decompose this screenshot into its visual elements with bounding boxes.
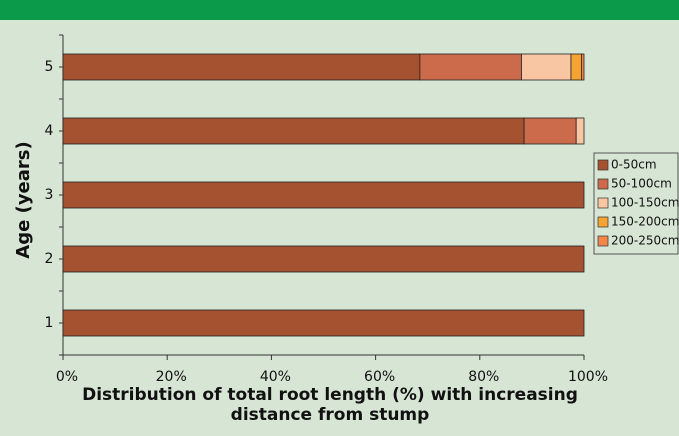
bar-segment xyxy=(575,117,585,145)
x-tick-label: 80% xyxy=(468,369,499,385)
bar-segment xyxy=(62,117,525,145)
bar-segment xyxy=(523,117,577,145)
legend-swatch xyxy=(597,178,609,190)
banner xyxy=(0,0,679,20)
legend-swatch xyxy=(597,235,609,247)
bar-segment xyxy=(521,53,572,81)
legend-label: 100-150cm xyxy=(611,196,679,210)
bar-segment xyxy=(62,181,585,209)
x-tick-label: 100% xyxy=(568,369,608,385)
legend-swatch xyxy=(597,216,609,228)
bar-segment xyxy=(570,53,582,81)
y-tick-label: 3 xyxy=(45,187,54,203)
x-tick-label: 20% xyxy=(156,369,187,385)
y-tick-label: 5 xyxy=(45,59,54,75)
bar-segment xyxy=(62,309,585,337)
x-axis-label: Distribution of total root length (%) wi… xyxy=(82,385,578,425)
y-tick-label: 2 xyxy=(45,251,54,267)
bar-segment xyxy=(62,245,585,273)
y-tick-label: 4 xyxy=(45,123,54,139)
legend-label: 0-50cm xyxy=(611,158,657,172)
y-axis-label: Age (years) xyxy=(13,141,34,258)
y-tick-label: 1 xyxy=(45,315,54,331)
x-tick-label: 0% xyxy=(56,369,78,385)
x-tick-label: 40% xyxy=(260,369,291,385)
x-tick-label: 60% xyxy=(364,369,395,385)
legend-swatch xyxy=(597,159,609,171)
legend-label: 200-250cm xyxy=(611,234,679,248)
legend-label: 50-100cm xyxy=(611,177,672,191)
bar-segment xyxy=(580,53,585,81)
legend-swatch xyxy=(597,197,609,209)
bar-segment xyxy=(62,53,421,81)
bar-segment xyxy=(419,53,522,81)
legend-label: 150-200cm xyxy=(611,215,679,229)
